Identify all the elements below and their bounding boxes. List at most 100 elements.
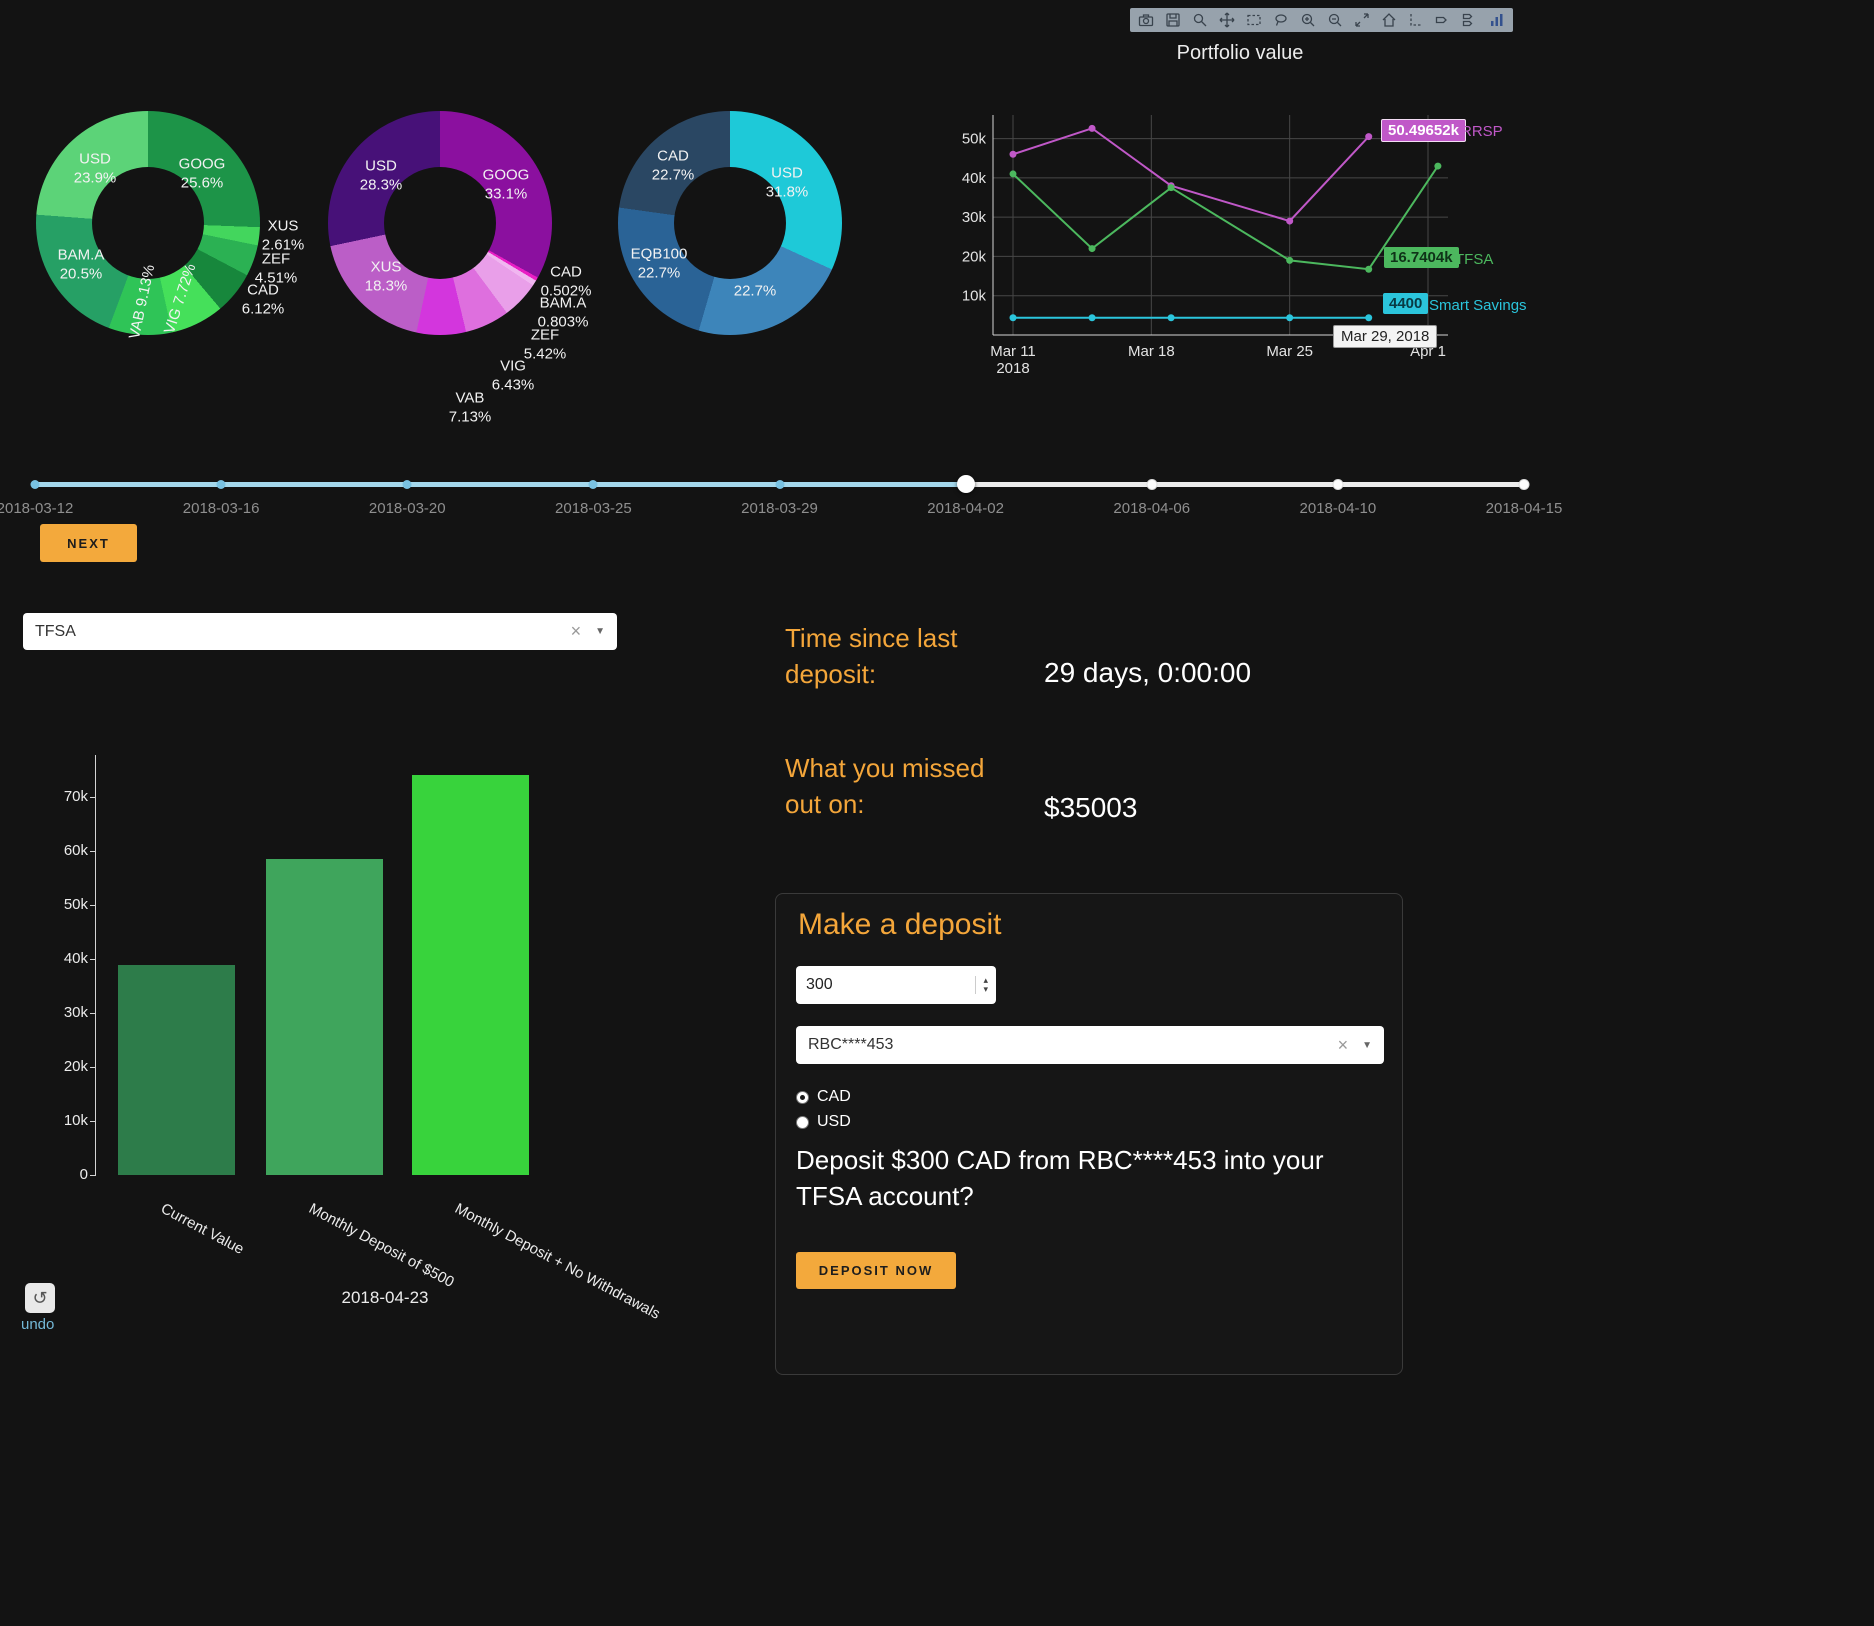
svg-text:Mar 18: Mar 18 — [1128, 343, 1175, 360]
svg-text:20k: 20k — [962, 248, 987, 265]
chevron-down-icon[interactable]: ▼ — [595, 626, 605, 637]
donut-slice-label: XUS 18.3% — [364, 258, 408, 294]
zoom-out-icon[interactable] — [1323, 10, 1347, 30]
slider-tick-dot[interactable] — [1333, 480, 1343, 489]
undo-control[interactable]: ↺ undo — [21, 1283, 65, 1333]
amount-input[interactable]: 300 ▴ ▾ — [796, 966, 996, 1004]
bar-y-tick-label: 10k — [63, 1112, 88, 1129]
slider-tick-dot[interactable] — [1519, 480, 1529, 489]
donut-ring[interactable] — [328, 111, 552, 335]
slider-tick-label: 2018-03-20 — [368, 500, 446, 517]
currency-radio-usd[interactable]: USD — [796, 1113, 851, 1131]
amount-value: 300 — [806, 976, 833, 993]
currency-radio-cad[interactable]: CAD — [796, 1088, 851, 1106]
bar-1[interactable] — [118, 964, 235, 1175]
pan-icon[interactable] — [1215, 10, 1239, 30]
bar-category-label: Current Value — [158, 1200, 247, 1258]
box-select-icon[interactable] — [1242, 10, 1266, 30]
undo-label: undo — [21, 1316, 55, 1333]
donut-slice-label: XUS 2.61% — [261, 217, 305, 253]
radio-unselected-icon[interactable] — [796, 1115, 809, 1129]
portfolio-line-chart[interactable]: 10k 20k 30k 40k 50k Mar 11 2018 Mar 18 Mar 25 Apr… — [940, 95, 1580, 385]
account-select-value: TFSA — [35, 622, 76, 640]
chevron-down-icon[interactable]: ▼ — [1362, 1039, 1372, 1051]
donut-slice-label: CAD 6.12% — [241, 281, 285, 317]
bar-chart-x-title: 2018-04-23 — [341, 1288, 429, 1307]
rrsp-value-annotation: 50.49652k — [1381, 119, 1466, 142]
slider-tick-dot[interactable] — [588, 480, 598, 489]
donut-slice-label: EQB100 22.7% — [630, 245, 688, 281]
slider-tick-dot[interactable] — [30, 480, 40, 489]
bank-account-select[interactable]: RBC****453 × ▼ — [796, 1026, 1384, 1064]
slider-handle[interactable] — [956, 475, 975, 493]
lasso-select-icon[interactable] — [1269, 10, 1293, 30]
zoom-in-icon[interactable] — [1296, 10, 1320, 30]
bar-y-tick-mark — [90, 1175, 95, 1176]
donut-slice-label: USD 31.8% — [765, 164, 809, 200]
plotly-logo-icon[interactable] — [1485, 10, 1509, 30]
autoscale-icon[interactable] — [1350, 10, 1374, 30]
bar-y-tick-label: 30k — [63, 1004, 88, 1021]
donut-ring[interactable] — [618, 111, 842, 335]
slider-tick-label: 2018-03-16 — [182, 500, 260, 517]
next-button[interactable]: NEXT — [40, 524, 137, 562]
slider-fill — [35, 482, 966, 487]
bar-y-tick-mark — [90, 851, 95, 852]
bar-y-tick-label: 20k — [63, 1058, 88, 1075]
svg-text:40k: 40k — [962, 170, 987, 187]
donut-slice-label: CAD 0.502% — [540, 263, 592, 299]
zoom-icon[interactable] — [1188, 10, 1212, 30]
slider-tick-dot[interactable] — [775, 480, 784, 489]
allocation-donut-chart-2[interactable]: GOOG 33.1% CAD 0.502% BAM.A 0.803% ZEF 5.42… — [310, 92, 610, 437]
date-slider[interactable]: 2018-03-12 2018-03-16 2018-03-20 2018-03-25… — [0, 475, 1562, 528]
radio-selected-icon[interactable] — [796, 1090, 809, 1104]
plotly-modebar — [1130, 8, 1513, 32]
allocation-donut-chart-1[interactable]: GOOG 25.6% XUS 2.61% ZEF 4.51% CAD 6.12% VIG… — [20, 92, 320, 437]
save-icon[interactable] — [1161, 10, 1185, 30]
bar-y-tick-label: 60k — [63, 842, 88, 859]
hover-closest-icon[interactable] — [1431, 10, 1455, 30]
clear-icon[interactable]: × — [1337, 1034, 1349, 1055]
bar-y-tick-mark — [90, 1121, 95, 1122]
reset-axes-icon[interactable] — [1377, 10, 1401, 30]
deposit-now-button[interactable]: DEPOSIT NOW — [796, 1252, 956, 1289]
donut-slice-label: BAM.A 0.803% — [537, 294, 589, 330]
camera-icon[interactable] — [1134, 10, 1158, 30]
account-select[interactable]: TFSA × ▼ — [23, 613, 617, 650]
time-since-deposit-label: Time since last deposit: — [785, 623, 958, 690]
bar-y-tick-label: 40k — [63, 950, 88, 967]
donut-slice-label: CAD 22.7% — [651, 147, 695, 183]
number-stepper-icon[interactable]: ▴ ▾ — [975, 975, 988, 995]
donut-ring[interactable] — [36, 111, 260, 335]
allocation-donut-chart-3[interactable]: USD 31.8% 22.7% EQB100 22.7% CAD 22.7% — [600, 92, 900, 437]
svg-text:10k: 10k — [962, 288, 987, 305]
donut-slice-label: ZEF 4.51% — [254, 250, 298, 286]
currency-cad-label: CAD — [817, 1088, 851, 1105]
tfsa-value-annotation: 16.7404k — [1384, 247, 1459, 268]
undo-icon[interactable]: ↺ — [25, 1283, 55, 1313]
bar-category-label: Monthly Deposit of $500 — [306, 1200, 457, 1291]
deposit-confirm-text: Deposit $300 CAD from RBC****453 into yo… — [796, 1145, 1324, 1212]
svg-text:2018: 2018 — [996, 360, 1029, 377]
donut-hole — [384, 167, 496, 279]
bar-y-tick-label: 50k — [63, 896, 88, 913]
spike-lines-icon[interactable] — [1404, 10, 1428, 30]
svg-text:Mar 11: Mar 11 — [990, 343, 1036, 360]
slider-tick-dot[interactable] — [216, 480, 226, 489]
portfolio-chart-title: Portfolio value — [1176, 42, 1304, 64]
bar-y-tick-mark — [90, 1067, 95, 1068]
slider-tick-label: 2018-04-15 — [1485, 500, 1563, 517]
hover-compare-icon[interactable] — [1458, 10, 1482, 30]
slider-tick-dot[interactable] — [402, 480, 412, 489]
projection-bar-chart[interactable]: 0 10k 20k 30k 40k 50k 60k 70k Current Value Month… — [60, 740, 680, 1360]
bar-y-tick-mark — [90, 905, 95, 906]
time-since-deposit-value: 29 days, 0:00:00 — [1044, 657, 1252, 688]
slider-tick-label: 2018-03-25 — [555, 500, 632, 517]
slider-tick-dot[interactable] — [1147, 480, 1157, 489]
clear-icon[interactable]: × — [570, 621, 582, 641]
bar-y-tick-mark — [90, 1013, 95, 1014]
donut-hole — [674, 167, 786, 279]
bar-3[interactable] — [411, 775, 529, 1175]
bar-2[interactable] — [265, 859, 383, 1175]
make-deposit-panel: Make a deposit 300 ▴ ▾ RBC****453 × ▼ CAD… — [775, 893, 1403, 1375]
